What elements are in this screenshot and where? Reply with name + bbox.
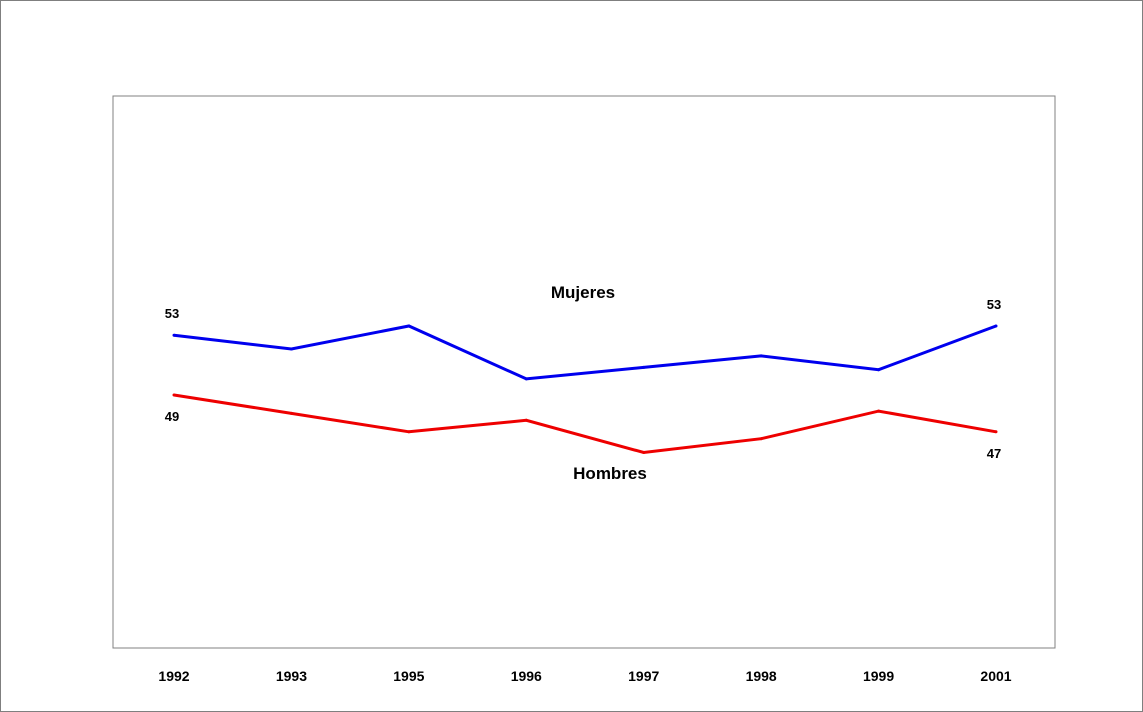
data-label-hombres-1992: 49 (165, 409, 179, 424)
x-axis-tick-labels: 1992 1993 1995 1996 1997 1998 1999 2001 (158, 668, 1011, 684)
x-tick-label-1998: 1998 (746, 668, 777, 684)
data-point-mujeres-1997 (642, 365, 646, 369)
series-line-hombres (173, 393, 997, 455)
data-point-mujeres-2001 (994, 324, 998, 328)
data-point-hombres-1997 (642, 451, 646, 454)
label-layer: 53 53 Mujeres 49 47 Hombres (165, 283, 1001, 483)
x-tick-label-1992: 1992 (158, 668, 189, 684)
x-tick-label-1999: 1999 (863, 668, 894, 684)
data-point-mujeres-1999 (877, 368, 881, 372)
x-tick-label-1996: 1996 (511, 668, 542, 684)
data-point-hombres-1992 (172, 393, 176, 397)
x-tick-label-1995: 1995 (393, 668, 424, 684)
x-tick-label-1997: 1997 (628, 668, 659, 684)
data-point-mujeres-1996 (524, 377, 528, 381)
data-point-mujeres-1998 (759, 354, 763, 358)
data-label-mujeres-1992: 53 (165, 306, 179, 321)
data-point-hombres-1999 (877, 409, 881, 413)
data-point-hombres-2001 (994, 430, 998, 434)
series-name-label-mujeres: Mujeres (551, 283, 615, 302)
data-label-hombres-2001: 47 (987, 446, 1001, 461)
series-line-mujeres (173, 324, 997, 381)
data-point-hombres-1995 (407, 430, 411, 434)
x-tick-label-1993: 1993 (276, 668, 307, 684)
data-point-mujeres-1995 (407, 324, 411, 328)
data-point-hombres-1993 (289, 411, 293, 415)
x-tick-label-2001: 2001 (980, 668, 1011, 684)
data-point-hombres-1998 (759, 437, 763, 441)
data-point-hombres-1996 (524, 418, 528, 422)
series-name-label-hombres: Hombres (573, 464, 647, 483)
data-point-mujeres-1993 (289, 347, 293, 351)
data-label-mujeres-2001: 53 (987, 297, 1001, 312)
data-point-mujeres-1992 (172, 333, 176, 337)
series-layer (172, 324, 998, 455)
